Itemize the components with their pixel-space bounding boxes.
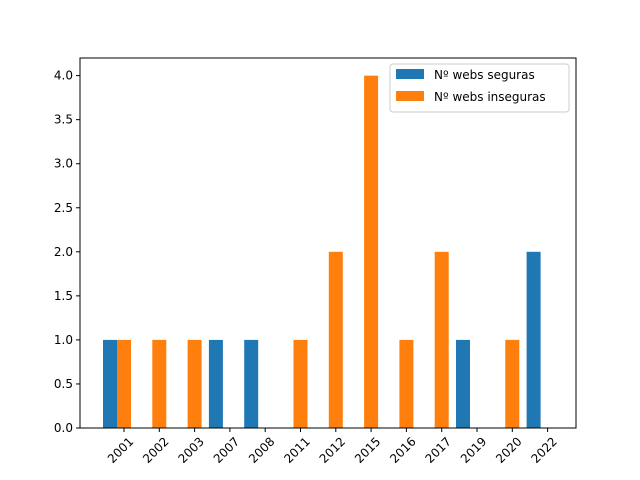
legend-label-inseguras: Nº webs inseguras	[434, 90, 546, 104]
x-tick-label: 2008	[246, 434, 277, 465]
y-tick-label: 0.5	[54, 377, 73, 391]
bars-group	[103, 75, 541, 428]
x-tick-label: 2015	[352, 434, 383, 465]
y-tick-label: 3.0	[54, 157, 73, 171]
bar-inseguras-2017	[434, 251, 449, 428]
bar-inseguras-2011	[293, 339, 308, 428]
x-tick-label: 2017	[423, 434, 454, 465]
plot-frame	[79, 57, 577, 429]
bar-inseguras-2002	[152, 339, 167, 428]
bar-inseguras-2012	[328, 251, 343, 428]
x-tick-label: 2012	[317, 434, 348, 465]
y-tick-label: 4.0	[54, 69, 73, 83]
y-tick-label: 0.0	[54, 421, 73, 435]
x-tick-label: 2016	[387, 434, 418, 465]
x-tick-label: 2002	[140, 434, 171, 465]
x-tick-label: 2007	[211, 434, 242, 465]
legend-swatch-seguras	[396, 69, 424, 79]
y-tick-label: 2.0	[54, 245, 73, 259]
legend-box	[389, 63, 570, 113]
x-tick-label: 2020	[493, 434, 524, 465]
x-tick-label: 2022	[528, 434, 559, 465]
legend-label-seguras: Nº webs seguras	[434, 68, 535, 82]
bar-inseguras-2003	[187, 339, 202, 428]
x-axis: 2001 2002 2003 2007 2008 2011 2012 2015 2016 2017…	[105, 428, 560, 466]
bar-inseguras-2020	[505, 339, 520, 428]
bar-inseguras-2001	[117, 339, 131, 428]
bar-inseguras-2016	[399, 339, 414, 428]
bar-seguras-2007	[208, 339, 223, 428]
bar-seguras-2008	[244, 339, 259, 428]
y-tick-label: 1.5	[54, 289, 73, 303]
y-tick-label: 2.5	[54, 201, 73, 215]
y-axis: 0.0 0.5 1.0 1.5 2.0 2.5 3.0 3.5 4.0	[54, 69, 80, 435]
legend-swatch-inseguras	[396, 91, 424, 101]
y-tick-label: 3.5	[54, 113, 73, 127]
bar-seguras-2001	[103, 339, 117, 428]
bar-seguras-2019	[456, 339, 470, 428]
x-tick-label: 2019	[458, 434, 489, 465]
x-tick-label: 2003	[175, 434, 206, 465]
bar-seguras-2022	[526, 251, 541, 428]
bar-inseguras-2015	[364, 75, 379, 428]
legend: Nº webs seguras Nº webs inseguras	[389, 63, 570, 113]
x-tick-label: 2011	[281, 434, 312, 465]
x-tick-label: 2001	[105, 434, 136, 465]
y-tick-label: 1.0	[54, 333, 73, 347]
